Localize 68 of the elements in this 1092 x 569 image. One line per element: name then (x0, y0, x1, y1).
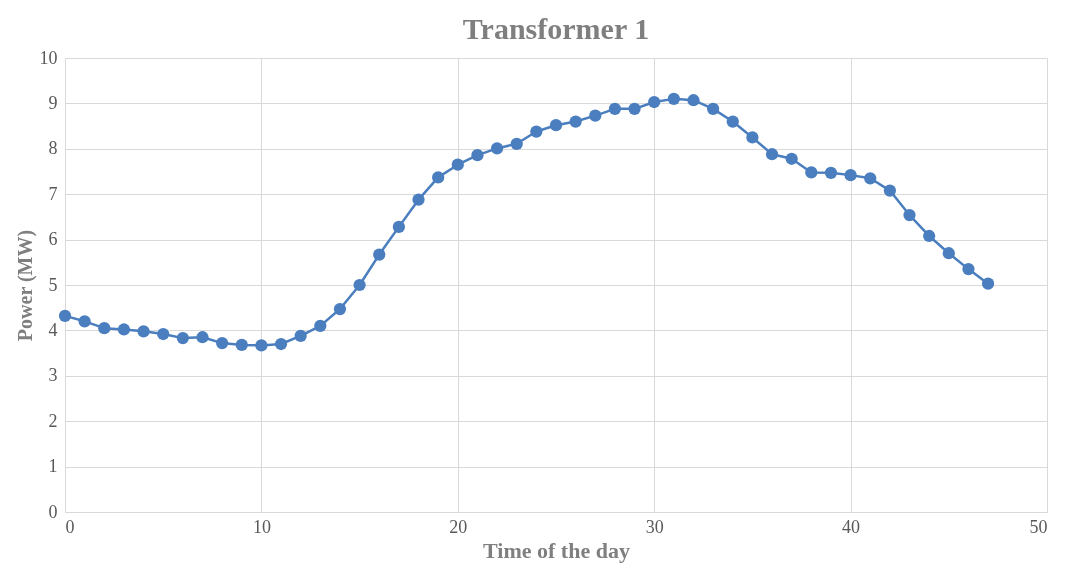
y-tick-label: 0 (48, 501, 58, 522)
point (785, 152, 798, 165)
x-tick-label: 30 (645, 516, 664, 537)
point (255, 339, 268, 352)
point (765, 148, 779, 161)
point (667, 92, 680, 105)
point (844, 169, 857, 182)
y-tick-label: 4 (48, 319, 58, 340)
y-tick-label: 5 (48, 274, 58, 295)
point (392, 220, 405, 233)
y-tick-label: 9 (48, 92, 58, 113)
point (451, 158, 464, 171)
x-tick-label: 50 (1029, 516, 1048, 537)
y-tick-label: 7 (48, 183, 58, 204)
point (216, 337, 229, 350)
point (412, 193, 425, 206)
y-tick-label: 10 (39, 47, 58, 68)
point (333, 302, 347, 316)
point (373, 248, 386, 261)
point (78, 315, 91, 328)
point (648, 95, 661, 109)
y-tick-label: 2 (48, 410, 58, 431)
point (923, 229, 936, 243)
point (58, 309, 72, 322)
x-axis-title: Time of the day (483, 537, 630, 563)
point (628, 102, 641, 115)
point (864, 172, 877, 185)
x-tick-label: 0 (65, 516, 75, 537)
point (196, 331, 209, 344)
chart-title: Transformer 1 (462, 12, 650, 45)
point (274, 337, 288, 351)
y-tick-label: 8 (48, 138, 58, 159)
point (530, 125, 543, 138)
x-tick-label: 10 (252, 516, 271, 537)
y-tick-label: 6 (48, 229, 58, 250)
point (569, 115, 582, 128)
point (235, 338, 248, 352)
point (490, 142, 504, 155)
point (510, 137, 523, 150)
x-tick-label: 40 (842, 516, 861, 537)
point (962, 263, 975, 276)
point (98, 322, 111, 335)
point (746, 131, 759, 144)
point (117, 323, 131, 336)
point (981, 277, 995, 290)
point (687, 94, 700, 107)
point (805, 166, 818, 179)
point (903, 208, 916, 222)
point (707, 102, 720, 115)
point (157, 327, 170, 341)
y-tick-label: 1 (48, 456, 58, 477)
point (589, 109, 602, 122)
point (726, 115, 739, 128)
point (471, 149, 484, 162)
point (549, 119, 563, 132)
point (824, 166, 838, 179)
point (294, 329, 307, 342)
x-tick-label: 20 (449, 516, 468, 537)
point (608, 102, 622, 115)
point (432, 171, 445, 184)
y-tick-label: 3 (48, 365, 58, 386)
point (942, 247, 955, 260)
point (353, 278, 366, 292)
point (314, 319, 327, 332)
y-axis-title: Power (MW) (13, 229, 37, 342)
point (137, 325, 150, 338)
point (883, 184, 896, 197)
point (176, 332, 189, 345)
